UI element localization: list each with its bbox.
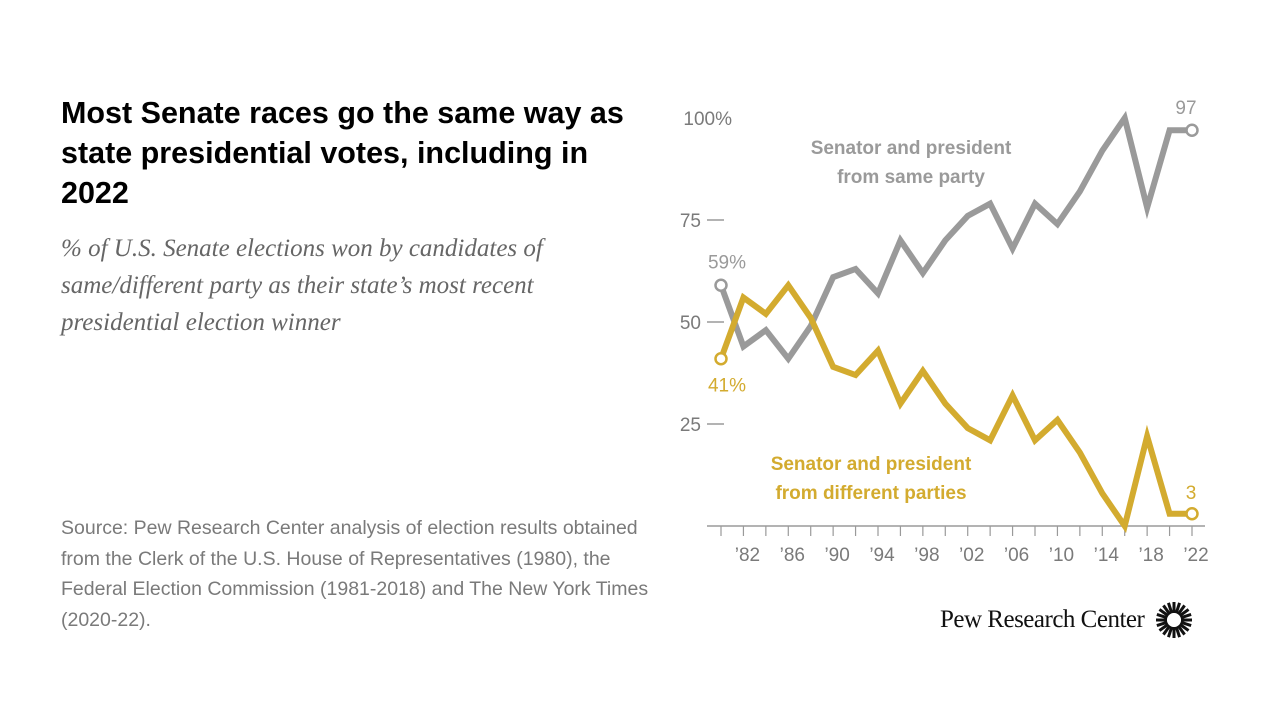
y-tick-label: 75 (680, 211, 701, 232)
sunburst-ray (1167, 626, 1174, 638)
end-value-label-different: 3 (1186, 483, 1197, 504)
x-tick-label: ’82 (735, 545, 760, 566)
sunburst-ray (1156, 620, 1169, 627)
series-label-same-party: Senator and president (811, 138, 1012, 159)
logo-text: Pew Research Center (940, 606, 1145, 633)
end-marker (1185, 123, 1199, 137)
sunburst-ray (1162, 604, 1172, 616)
end-value-label-same: 97 (1175, 98, 1196, 119)
pew-logo: Pew Research Center (940, 600, 1194, 640)
series-label-different-parties: Senator and president (771, 454, 972, 475)
start-value-label-different: 41% (708, 376, 746, 397)
y-tick-label: 50 (680, 313, 701, 334)
sunburst-ray (1180, 620, 1192, 627)
sunburst-ray (1177, 604, 1187, 616)
sunburst-ray (1180, 613, 1192, 620)
series-line-same-party (718, 110, 1192, 364)
series-line-different-parties (718, 280, 1192, 534)
x-tick-label: ’90 (824, 545, 849, 566)
sunburst-ray (1179, 622, 1190, 632)
line-chart: 25 50 75 100% ’82 ’86 ’90 ’94 ’98 ’02 ’06 ’10 ’14 ’18… (680, 98, 1209, 566)
y-tick-label: 25 (680, 415, 701, 436)
series-label-different-parties: from different parties (775, 483, 966, 504)
sunburst-ray (1156, 613, 1169, 620)
x-tick-label: ’22 (1183, 545, 1208, 566)
sunburst-ray (1158, 622, 1170, 632)
x-tick-label: ’10 (1049, 545, 1074, 566)
sunburst-ray (1177, 624, 1187, 636)
sunburst-ray (1162, 624, 1172, 636)
source-note: Source: Pew Research Center analysis of … (61, 517, 649, 631)
chart-subtitle: % of U.S. Senate elections won by candid… (61, 235, 543, 336)
chart-title: Most Senate races go the same way as sta… (61, 96, 624, 210)
pew-sunburst-icon (1156, 602, 1193, 638)
x-tick-label: ’06 (1004, 545, 1029, 566)
start-marker (714, 351, 728, 366)
start-marker (714, 278, 728, 293)
x-tick-label: ’18 (1138, 545, 1163, 566)
sunburst-ray (1175, 602, 1182, 614)
end-marker (1185, 507, 1199, 521)
x-tick-label: ’94 (869, 545, 895, 566)
sunburst-ray (1175, 626, 1182, 638)
sunburst-ray (1179, 608, 1190, 618)
sunburst-ray (1167, 602, 1174, 614)
y-tick-label: 100% (683, 109, 732, 130)
sunburst-ray (1158, 608, 1170, 618)
x-tick-label: ’02 (959, 545, 984, 566)
x-tick-label: ’86 (780, 545, 805, 566)
series-label-same-party: from same party (837, 167, 985, 188)
start-value-label-same: 59% (708, 252, 746, 273)
x-tick-label: ’14 (1094, 545, 1120, 566)
x-tick-label: ’98 (914, 545, 939, 566)
